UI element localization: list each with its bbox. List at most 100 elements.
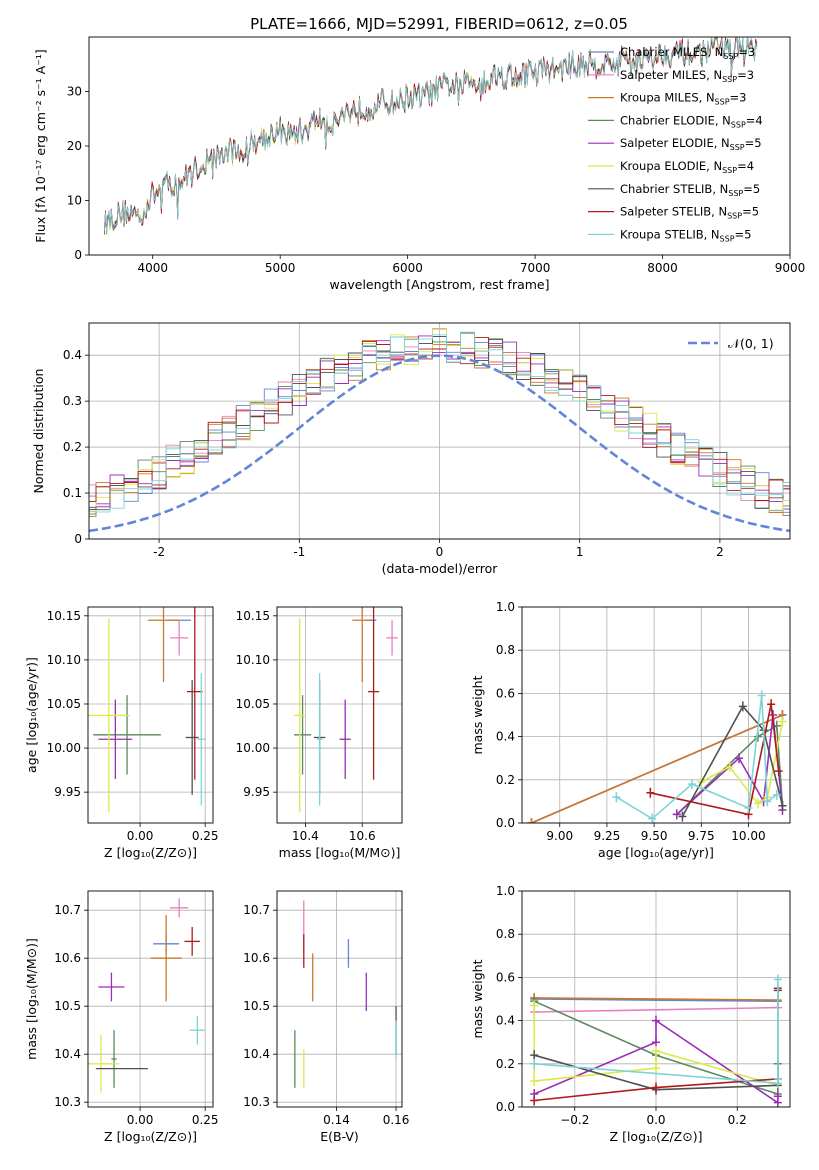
legend-label-0: Chabrier MILES, NSSP=3	[620, 45, 755, 61]
weight-marker	[527, 818, 536, 823]
y-tick-label: 0.3	[63, 394, 82, 408]
legend-name: Salpeter STELIB, N	[620, 205, 727, 219]
y-tick-label: 0.6	[496, 686, 515, 700]
x-tick-label: 0.14	[323, 1113, 350, 1127]
x-tick-label: 0.2	[728, 1113, 747, 1127]
error-point-7	[367, 607, 380, 780]
spectrum-panel: 4000 5000 6000 7000 8000 9000 0 10 20 30 wavelengt…	[33, 36, 805, 292]
weight-line-8	[615, 695, 778, 820]
axes-frame	[521, 890, 791, 1108]
weight-line-0	[534, 998, 778, 1002]
x-tick-label: 4000	[137, 261, 168, 275]
histogram-3	[89, 336, 790, 515]
y-tick-label: 10.7	[54, 903, 81, 917]
error-point-3	[111, 1030, 117, 1088]
error-point-5	[294, 618, 306, 813]
legend-label-8: Kroupa STELIB, NSSP=5	[620, 227, 751, 243]
age_vs_Z-panel: 0.00 0.25 9.95 10.00 10.05 10.10 10.15 Z [log₁₀…	[24, 606, 219, 860]
legend-name: Chabrier ELODIE, N	[620, 113, 731, 127]
x-axis-label: wavelength [Angstrom, rest frame]	[329, 277, 549, 292]
weight-marker	[773, 974, 782, 985]
weight-marker	[687, 779, 696, 790]
x-tick-label: 7000	[520, 261, 551, 275]
x-axis-label: Z [log₁₀(Z/Z⊙)]	[104, 1129, 197, 1144]
y-tick-label: 0.6	[496, 970, 515, 984]
weight-marker	[753, 798, 762, 809]
y-tick-label: 0.0	[496, 1100, 515, 1114]
y-tick-label: 0.4	[496, 1014, 515, 1028]
error-point-1	[170, 898, 189, 918]
spectrum-line-0	[103, 37, 758, 232]
y-axis-label: Normed distribution	[31, 369, 46, 494]
residuals-plot-area	[89, 328, 790, 533]
normal-curve	[89, 354, 790, 533]
legend-count: =5	[745, 136, 762, 150]
y-axis-label: Flux [fλ 10⁻¹⁷ erg cm⁻² s⁻¹ A⁻¹]	[33, 49, 48, 242]
error-point-4	[98, 972, 125, 1002]
weight-line-8	[534, 979, 779, 1085]
weight-marker	[652, 1045, 660, 1056]
weight-line-2	[534, 997, 778, 1001]
error-point-3	[294, 695, 312, 775]
y-tick-label: 10.4	[243, 1047, 270, 1061]
mass_vs_Z-panel: 0.00 0.25 10.3 10.4 10.5 10.6 10.7 Z [log₁₀(Z/Z…	[24, 890, 219, 1144]
error-point-2	[150, 915, 182, 1002]
y-tick-label: 0	[74, 248, 82, 262]
weight-marker	[530, 1095, 539, 1106]
y-tick-label: 30	[67, 85, 82, 99]
legend-sub: SSP	[723, 52, 738, 61]
y-tick-label: 9.95	[243, 785, 270, 799]
axes-frame	[88, 322, 791, 540]
spectrum-line-1	[103, 37, 758, 233]
residuals-panel: -2 -1 0 1 2 0 0.1 0.2 0.3 0.4 (data-model)/error No…	[31, 322, 791, 576]
x-tick-label: 0.25	[192, 1113, 219, 1127]
histogram-4	[89, 335, 790, 510]
weight-marker	[738, 701, 747, 712]
legend-name: Salpeter MILES, N	[620, 68, 722, 82]
weight-marker	[744, 802, 753, 813]
y-tick-label: 1.0	[496, 884, 515, 898]
legend-count: =5	[735, 227, 752, 241]
weight-marker	[778, 716, 787, 727]
x-tick-label: 0.25	[192, 829, 219, 843]
legend-label-5: Kroupa ELODIE, NSSP=4	[620, 159, 754, 175]
y-tick-label: 0.8	[496, 643, 515, 657]
weight-marker	[530, 1076, 539, 1087]
legend-sub: SSP	[727, 212, 742, 221]
y-tick-label: 20	[67, 139, 82, 153]
legend-count: =3	[730, 91, 747, 105]
weight-marker	[652, 1015, 660, 1026]
y-tick-label: 0.0	[496, 816, 515, 830]
x-axis-label: Z [log₁₀(Z/Z⊙)]	[104, 845, 197, 860]
weight-marker	[773, 1073, 782, 1084]
x-tick-label: -1	[293, 545, 305, 559]
legend-label-3: Chabrier ELODIE, NSSP=4	[620, 113, 763, 129]
x-tick-label: −0.2	[560, 1113, 589, 1127]
y-tick-label: 0.2	[63, 440, 82, 454]
y-tick-label: 10.00	[236, 741, 270, 755]
weight-marker	[735, 753, 744, 764]
weight-marker	[530, 1000, 539, 1011]
x-tick-label: -2	[153, 545, 165, 559]
x-tick-label: 1	[576, 545, 584, 559]
weight-marker	[763, 796, 772, 807]
legend-count: =3	[737, 68, 754, 82]
weight-marker	[530, 1058, 539, 1069]
y-tick-label: 10.10	[47, 653, 81, 667]
x-tick-label: 10.00	[731, 829, 765, 843]
y-tick-label: 10.00	[47, 741, 81, 755]
x-tick-label: 9.50	[641, 829, 668, 843]
weight-marker	[648, 813, 657, 823]
legend-sub: SSP	[720, 234, 735, 243]
weight-marker	[778, 800, 787, 811]
y-tick-label: 10.15	[47, 609, 81, 623]
axes-frame	[87, 890, 214, 1108]
error-point-6	[185, 680, 199, 795]
error-point-5	[88, 1035, 120, 1093]
weight_vs_Z-panel: −0.2 0.0 0.2 0.0 0.2 0.4 0.6 0.8 1.0 Z [log₁₀(Z/Z…	[470, 884, 791, 1144]
y-tick-label: 10.05	[47, 697, 81, 711]
histogram-8	[89, 331, 790, 513]
y-axis-label: mass [log₁₀(M/M⊙)]	[24, 938, 39, 1060]
weight-marker	[774, 766, 783, 777]
y-axis-label: mass weight	[470, 959, 485, 1038]
